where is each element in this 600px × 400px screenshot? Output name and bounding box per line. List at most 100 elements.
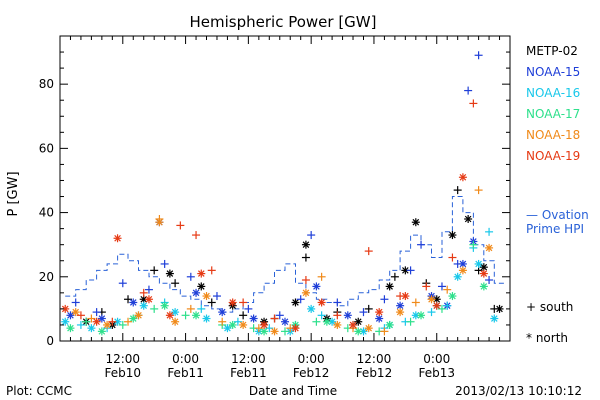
ovation-legend: — Ovation Prime HPI	[526, 208, 589, 236]
marker-south	[427, 308, 436, 317]
marker-stroke-d2	[72, 308, 80, 316]
marker-south	[437, 304, 446, 313]
marker-south	[92, 308, 101, 317]
marker-south	[144, 285, 153, 294]
marker-north	[249, 314, 258, 323]
x-tick-label-time: 0:00	[423, 352, 450, 366]
marker-stroke-d2	[203, 292, 210, 300]
series-noaa-19-north	[61, 173, 488, 333]
series-noaa-18-south	[87, 186, 483, 336]
marker-stroke-d2	[260, 328, 268, 335]
series-noaa-17-north	[66, 282, 488, 336]
chart-title: Hemispheric Power [GW]	[190, 13, 377, 31]
marker-north	[301, 288, 310, 297]
marker-stroke-d2	[292, 299, 299, 306]
marker-south	[453, 186, 462, 195]
series-noaa-15-north	[66, 218, 478, 326]
marker-north	[171, 308, 180, 317]
marker-stroke-d2	[496, 305, 503, 313]
marker-north	[155, 218, 164, 227]
marker-stroke-d2	[490, 315, 498, 322]
marker-south	[207, 298, 216, 307]
marker-stroke-d2	[349, 321, 357, 329]
marker-south	[218, 317, 227, 326]
x-tick-label-date: Feb11	[230, 366, 267, 380]
x-tick-label-date: Feb11	[167, 366, 204, 380]
marker-south	[364, 304, 373, 313]
marker-stroke-d2	[229, 299, 236, 306]
marker-stroke-d2	[480, 283, 488, 290]
marker-north	[401, 266, 410, 275]
marker-south	[71, 298, 80, 307]
marker-north	[129, 314, 138, 323]
marker-south	[197, 304, 206, 313]
marker-stroke-d2	[396, 302, 404, 309]
marker-stroke-d2	[98, 315, 106, 322]
y-tick-label: 80	[39, 77, 54, 91]
marker-north	[260, 327, 269, 336]
marker-south	[406, 317, 415, 326]
marker-stroke-d2	[281, 318, 289, 326]
marker-stroke-d2	[480, 263, 488, 271]
series-noaa-18-north	[71, 218, 494, 336]
marker-north	[71, 308, 80, 317]
marker-south	[76, 311, 85, 320]
marker-stroke-d2	[449, 292, 456, 300]
marker-south	[380, 295, 389, 304]
marker-stroke-d2	[129, 315, 137, 322]
legend-entry-noaa-15: NOAA-15	[526, 65, 580, 79]
marker-stroke-d2	[402, 267, 409, 274]
marker-north	[129, 298, 138, 307]
y-axis-label: P [GW]	[6, 171, 21, 216]
marker-legend-south: + south	[526, 300, 573, 314]
marker-south	[82, 317, 91, 326]
marker-stroke-d2	[271, 328, 278, 335]
marker-south	[124, 317, 133, 326]
marker-north	[113, 234, 122, 243]
marker-north	[401, 292, 410, 301]
marker-north	[87, 324, 96, 333]
ovation-legend-line1: — Ovation	[526, 208, 589, 222]
marker-north	[192, 288, 201, 297]
marker-north	[228, 298, 237, 307]
marker-south	[281, 327, 289, 336]
marker-south	[422, 282, 431, 291]
marker-stroke-d2	[323, 318, 331, 326]
marker-south	[275, 311, 284, 320]
marker-stroke-d2	[302, 289, 310, 297]
x-tick-label-time: 12:00	[105, 352, 140, 366]
marker-stroke-d2	[375, 308, 383, 316]
marker-south	[212, 292, 221, 301]
marker-stroke-d2	[140, 302, 148, 309]
marker-stroke-d2	[313, 283, 320, 290]
marker-north	[223, 324, 232, 333]
marker-stroke-d2	[114, 318, 121, 326]
marker-north	[359, 327, 368, 336]
marker-south	[118, 279, 127, 288]
series-metp-02-north	[82, 215, 504, 329]
marker-stroke-d2	[412, 218, 420, 226]
marker-north	[218, 308, 227, 317]
marker-stroke-d2	[67, 324, 74, 332]
marker-stroke-d2	[318, 299, 325, 306]
plot-timestamp: 2013/02/13 10:10:12	[455, 384, 582, 398]
marker-stroke-d2	[464, 215, 472, 223]
x-axis: 12:00Feb100:00Feb1112:00Feb110:00Feb1212…	[59, 36, 511, 380]
marker-north	[103, 320, 112, 329]
series-noaa-17-south	[82, 240, 478, 336]
marker-south	[301, 253, 310, 262]
marker-stroke-d2	[428, 295, 435, 303]
marker-south	[333, 311, 342, 320]
marker-south	[333, 298, 342, 307]
marker-stroke-d2	[459, 173, 467, 181]
marker-north	[66, 311, 75, 320]
marker-north	[192, 311, 201, 320]
marker-south	[364, 247, 373, 256]
marker-south	[150, 304, 159, 313]
marker-south	[312, 317, 321, 326]
marker-stroke-d2	[166, 270, 174, 277]
marker-stroke-d2	[103, 321, 111, 329]
marker-south	[171, 279, 180, 288]
marker-south	[469, 99, 478, 108]
